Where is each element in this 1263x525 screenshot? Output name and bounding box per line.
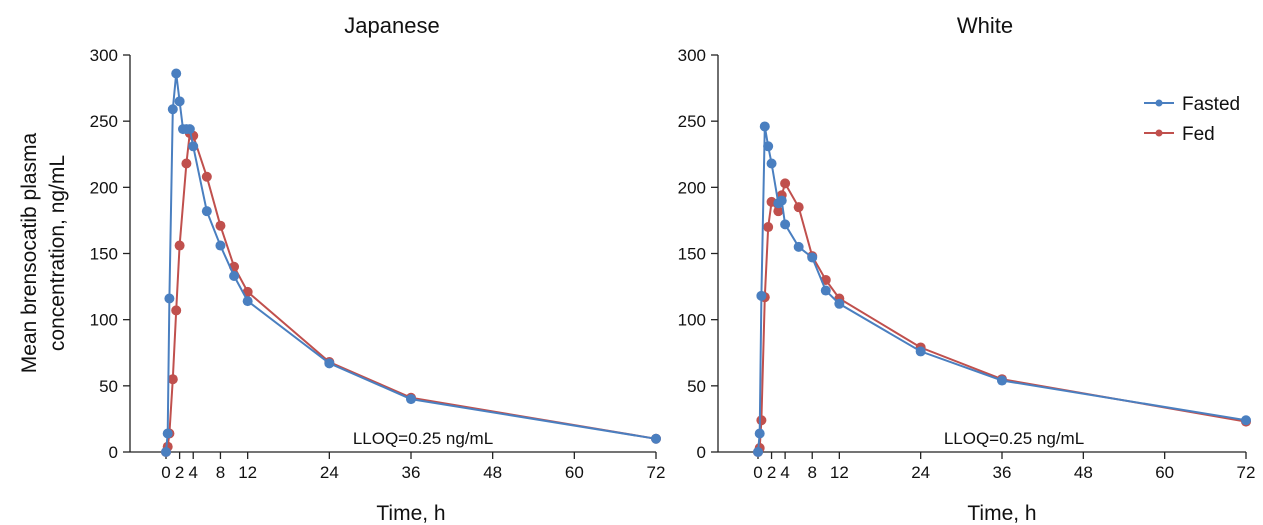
data-point-fasted	[406, 394, 416, 405]
data-point-fasted	[753, 447, 763, 457]
x-tick-label: 2	[175, 463, 184, 482]
data-point-fed	[773, 206, 784, 217]
x-tick-label: 60	[1155, 463, 1174, 482]
data-point-fasted	[162, 428, 173, 439]
data-point-fasted	[651, 433, 661, 444]
data-point-fasted	[161, 447, 171, 457]
y-tick-label: 300	[90, 46, 118, 65]
data-point-fed	[174, 240, 185, 251]
y-axis-label-line1: Mean brensocatib plasma	[18, 132, 41, 373]
chart-title: White	[957, 13, 1013, 38]
x-tick-label: 60	[565, 463, 584, 482]
data-point-fasted	[915, 346, 926, 357]
data-point-fasted	[201, 206, 212, 217]
data-point-fasted	[324, 358, 335, 369]
x-tick-label: 12	[830, 463, 849, 482]
data-point-fed	[763, 222, 774, 233]
x-axis-label: Time, h	[376, 502, 445, 525]
data-point-fasted	[763, 141, 774, 152]
x-tick-label: 24	[320, 463, 339, 482]
data-point-fed	[201, 171, 212, 182]
data-point-fasted	[793, 241, 804, 252]
data-point-fed	[793, 202, 804, 213]
legend-fasted-marker	[1155, 99, 1163, 107]
data-point-fasted	[184, 124, 195, 135]
x-tick-label: 72	[647, 463, 666, 482]
x-tick-label: 36	[993, 463, 1012, 482]
data-point-fed	[215, 220, 226, 231]
y-tick-label: 250	[678, 112, 706, 131]
y-tick-label: 100	[678, 311, 706, 330]
x-tick-label: 0	[161, 463, 170, 482]
data-point-fasted	[834, 298, 845, 309]
lloq-annotation: LLOQ=0.25 ng/mL	[353, 429, 493, 448]
chart-title: Japanese	[344, 13, 439, 38]
y-tick-label: 50	[687, 377, 706, 396]
legend-fasted-label: Fasted	[1182, 94, 1240, 115]
x-tick-label: 72	[1237, 463, 1256, 482]
legend: Fasted Fed	[1144, 94, 1240, 145]
y-axis-label-line2: concentration, ng/mL	[46, 155, 69, 351]
y-tick-label: 250	[90, 112, 118, 131]
y-tick-label: 150	[678, 245, 706, 264]
x-tick-label: 4	[188, 463, 197, 482]
data-point-fasted	[229, 270, 240, 281]
series-line-fed	[165, 131, 657, 453]
series-line-fasted	[757, 126, 1247, 453]
y-tick-label: 50	[99, 377, 118, 396]
x-tick-label: 12	[238, 463, 257, 482]
data-point-fasted	[167, 104, 178, 115]
x-tick-label: 24	[911, 463, 930, 482]
data-point-fasted	[242, 296, 253, 307]
data-point-fed	[756, 415, 767, 426]
x-tick-label: 8	[216, 463, 225, 482]
data-point-fasted	[1241, 415, 1251, 426]
data-point-fasted	[997, 375, 1007, 386]
legend-fed-label: Fed	[1182, 124, 1215, 145]
x-tick-label: 8	[807, 463, 816, 482]
data-point-fasted	[776, 195, 787, 206]
data-point-fed	[167, 374, 178, 385]
data-point-fasted	[759, 121, 770, 132]
x-tick-label: 48	[483, 463, 502, 482]
series-line-fed	[757, 180, 1247, 453]
y-tick-label: 0	[109, 443, 118, 462]
y-tick-label: 0	[697, 443, 706, 462]
data-point-fed	[171, 305, 182, 316]
y-tick-label: 100	[90, 311, 118, 330]
data-point-fasted	[780, 219, 791, 230]
x-tick-label: 48	[1074, 463, 1093, 482]
lloq-annotation: LLOQ=0.25 ng/mL	[944, 429, 1084, 448]
y-tick-label: 200	[90, 178, 118, 197]
x-tick-label: 36	[402, 463, 421, 482]
data-point-fasted	[766, 158, 777, 169]
data-point-fasted	[188, 141, 199, 152]
x-tick-label: 2	[767, 463, 776, 482]
data-point-fasted	[754, 428, 765, 439]
data-point-fasted	[807, 252, 818, 263]
x-tick-label: 4	[780, 463, 789, 482]
y-tick-label: 300	[678, 46, 706, 65]
data-point-fasted	[174, 96, 185, 107]
y-tick-label: 150	[90, 245, 118, 264]
data-point-fasted	[756, 290, 767, 301]
legend-fed-marker	[1155, 129, 1163, 137]
x-tick-label: 0	[753, 463, 762, 482]
x-axis-label: Time, h	[967, 502, 1036, 525]
data-point-fasted	[820, 285, 831, 296]
y-tick-label: 200	[678, 178, 706, 197]
data-point-fasted	[164, 293, 175, 304]
data-point-fed	[780, 178, 791, 189]
data-point-fasted	[215, 240, 226, 251]
data-point-fasted	[171, 68, 182, 79]
data-point-fed	[181, 158, 192, 169]
